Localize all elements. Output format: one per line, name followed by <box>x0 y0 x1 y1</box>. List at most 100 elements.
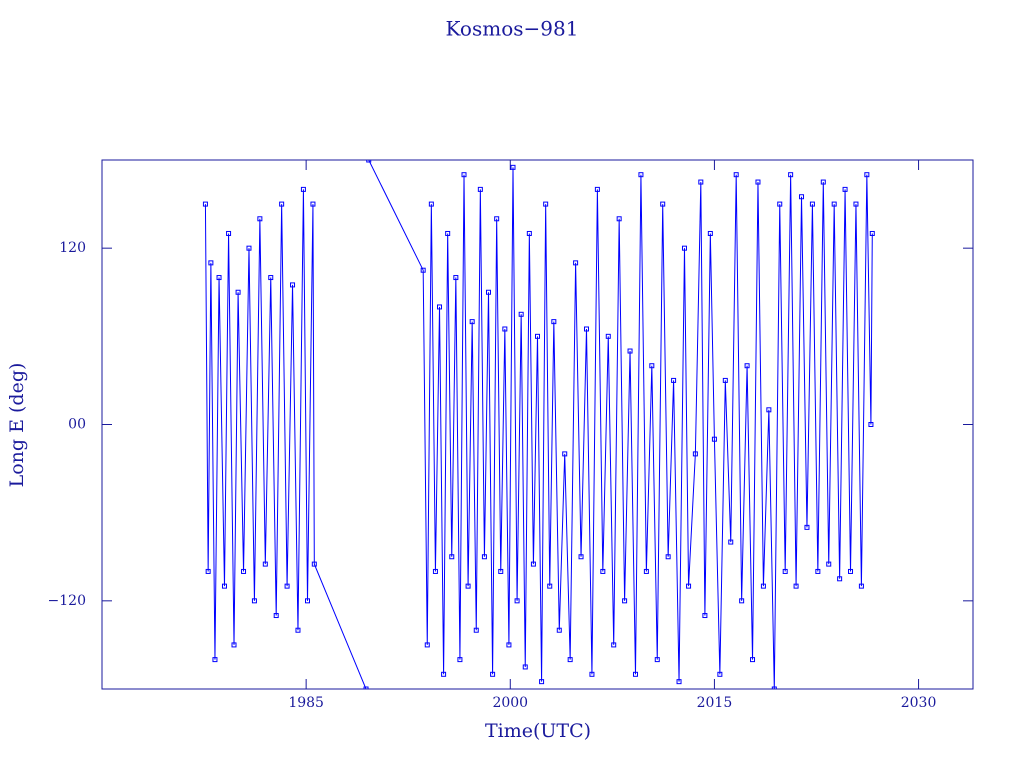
y-tick-label: 120 <box>59 240 86 256</box>
data-line <box>204 160 873 689</box>
data-point <box>676 679 682 685</box>
data-point <box>251 598 257 604</box>
x-tick-label: 1985 <box>288 695 324 711</box>
data-point <box>551 319 557 325</box>
data-point <box>465 583 471 589</box>
data-point <box>815 568 821 574</box>
data-point <box>858 583 864 589</box>
data-point <box>605 333 611 339</box>
data-point <box>702 613 708 619</box>
data-point <box>530 561 536 567</box>
data-point <box>686 583 692 589</box>
data-point <box>717 671 723 677</box>
data-point <box>594 186 600 192</box>
data-point <box>241 568 247 574</box>
data-point <box>535 333 540 339</box>
data-point <box>481 554 487 560</box>
data-point <box>262 561 268 567</box>
data-point <box>445 230 451 236</box>
data-point <box>311 561 317 567</box>
data-point <box>257 216 263 222</box>
data-point <box>562 451 568 457</box>
data-point <box>295 627 301 633</box>
x-tick-label: 2030 <box>901 695 937 711</box>
data-point <box>567 657 573 663</box>
y-axis-label: Long E (deg) <box>6 363 28 488</box>
data-point <box>711 436 717 442</box>
data-point <box>777 201 783 207</box>
data-point <box>473 627 479 633</box>
data-point <box>782 568 788 574</box>
data-point <box>305 598 311 604</box>
data-point <box>638 172 644 178</box>
data-point <box>864 172 870 178</box>
data-point <box>848 568 854 574</box>
data-point <box>622 598 628 604</box>
data-point <box>600 568 606 574</box>
data-point <box>300 186 306 192</box>
plot-frame <box>101 159 974 690</box>
data-point <box>627 348 633 354</box>
data-point <box>583 326 589 332</box>
data-point <box>611 642 617 648</box>
data-point <box>205 568 211 574</box>
data-point <box>722 377 728 383</box>
data-point <box>363 686 369 689</box>
data-point <box>469 319 475 325</box>
data-point <box>424 642 430 648</box>
data-point <box>490 671 496 677</box>
data-point <box>869 230 875 236</box>
data-point <box>799 194 805 200</box>
data-point <box>268 275 274 281</box>
data-point <box>671 377 677 383</box>
data-point <box>728 539 734 545</box>
data-point <box>457 657 463 663</box>
data-point <box>506 642 512 648</box>
data-point <box>837 576 843 582</box>
data-point <box>660 201 666 207</box>
data-point <box>766 407 772 413</box>
data-point <box>366 160 372 163</box>
data-point <box>235 289 241 295</box>
x-tick-label: 2000 <box>492 695 528 711</box>
data-point <box>420 267 426 273</box>
data-point <box>739 598 745 604</box>
data-point <box>518 311 524 317</box>
data-point <box>760 583 766 589</box>
data-point <box>733 172 739 178</box>
data-point <box>310 201 316 207</box>
data-point <box>510 164 516 170</box>
data-point <box>793 583 799 589</box>
data-point <box>692 451 698 457</box>
data-point <box>494 216 500 222</box>
data-point <box>654 657 660 663</box>
data-point <box>681 245 687 251</box>
y-tick-label: −120 <box>48 593 86 609</box>
data-point <box>290 282 296 288</box>
data-point <box>522 664 528 670</box>
data-point <box>755 179 761 185</box>
data-point <box>573 260 579 266</box>
data-point <box>556 627 562 633</box>
data-point <box>539 679 545 685</box>
data-point <box>632 671 638 677</box>
chart-title: Kosmos−981 <box>446 17 579 41</box>
y-tick-label: 00 <box>68 417 86 433</box>
data-point <box>826 561 832 567</box>
data-point <box>514 598 520 604</box>
plot-area <box>202 160 875 689</box>
data-point <box>226 230 232 236</box>
data-point <box>208 260 214 266</box>
data-point <box>526 230 532 236</box>
data-point <box>437 304 443 310</box>
data-point <box>707 230 713 236</box>
data-point <box>428 201 434 207</box>
data-point <box>498 568 504 574</box>
data-point <box>868 422 874 427</box>
data-point <box>284 583 290 589</box>
data-point <box>453 275 459 281</box>
data-point <box>432 568 438 574</box>
data-point <box>842 186 848 192</box>
data-point <box>477 186 483 192</box>
data-point <box>231 642 237 648</box>
